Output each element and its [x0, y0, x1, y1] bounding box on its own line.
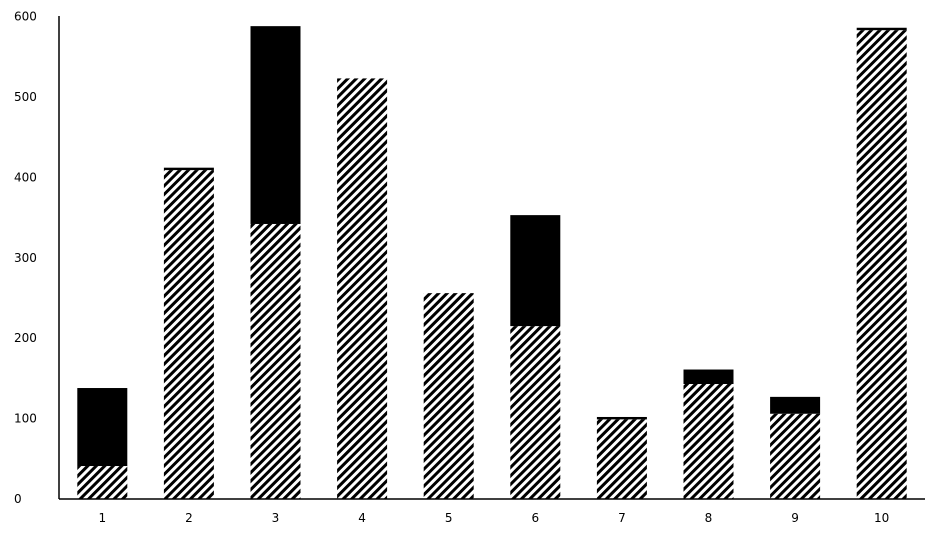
x-tick-label: 9: [791, 511, 799, 525]
x-tick-label: 8: [705, 511, 713, 525]
bar-10-series-2: [856, 27, 907, 31]
x-tick-label: 3: [272, 511, 280, 525]
y-tick-label: 400: [14, 170, 37, 184]
bar-1-series-1: [77, 466, 128, 499]
bar-3-series-2: [250, 26, 301, 224]
bar-7-series-1: [596, 419, 647, 499]
y-axis-ticks: 0 100 200 300 400 500 600: [14, 10, 37, 507]
x-tick-label: 5: [445, 511, 453, 525]
bar-1-series-2: [77, 388, 128, 467]
bar-6-series-1: [510, 326, 561, 499]
bar-10-series-1: [856, 30, 907, 499]
bar-6-series-2: [510, 215, 561, 327]
x-tick-label: 6: [531, 511, 539, 525]
bar-7-series-2: [596, 416, 647, 420]
bar-4-series-1: [337, 78, 388, 499]
y-tick-label: 600: [14, 10, 37, 24]
x-tick-label: 10: [874, 511, 889, 525]
bar-9-series-1: [770, 413, 821, 499]
x-tick-label: 1: [98, 511, 106, 525]
x-tick-label: 7: [618, 511, 626, 525]
bar-8-series-1: [683, 384, 734, 499]
bars-layer: [77, 26, 907, 500]
y-tick-label: 200: [14, 331, 37, 345]
y-tick-label: 500: [14, 90, 37, 104]
y-tick-label: 0: [14, 492, 22, 506]
y-tick-label: 300: [14, 251, 37, 265]
x-tick-label: 4: [358, 511, 366, 525]
bar-5-series-1: [423, 293, 474, 499]
y-tick-label: 100: [14, 412, 37, 426]
bar-2-series-1: [163, 170, 214, 500]
x-tick-label: 2: [185, 511, 193, 525]
bar-2-series-2: [163, 167, 214, 171]
bar-9-series-2: [770, 396, 821, 414]
bar-8-series-2: [683, 369, 734, 385]
bar-3-series-1: [250, 223, 301, 499]
x-axis-ticks: 1 2 3 4 5 6 7 8 9 10: [98, 511, 889, 525]
